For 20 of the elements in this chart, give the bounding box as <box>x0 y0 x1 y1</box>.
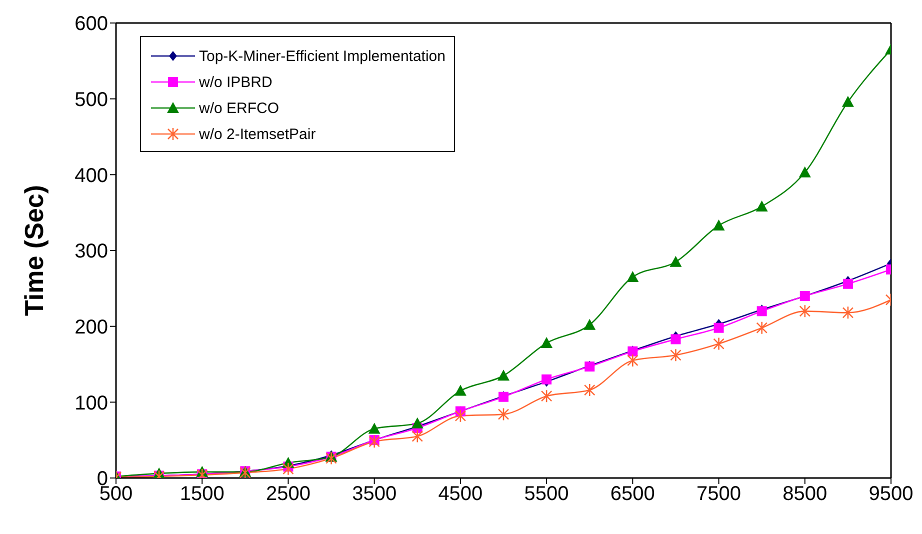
x-tick-label: 2500 <box>266 483 310 506</box>
x-tick-label: 8500 <box>782 483 828 506</box>
y-tick-label: 300 <box>74 240 108 263</box>
y-tick-label: 500 <box>74 88 108 111</box>
legend-label: w/o 2-ItemsetPair <box>199 126 316 142</box>
y-tick-label: 100 <box>74 392 108 414</box>
y-tick-label: 400 <box>74 164 108 187</box>
legend-label: Top-K-Miner-Efficient Implementation <box>199 48 446 64</box>
legend-label: w/o ERFCO <box>199 100 280 116</box>
y-tick-label: 600 <box>74 13 108 36</box>
x-tick-label: 9500 <box>868 483 914 506</box>
x-tick-label: 7500 <box>696 483 742 506</box>
y-tick-label: 200 <box>74 316 108 338</box>
x-tick-label: 6500 <box>610 483 655 506</box>
x-tick-label: 1500 <box>180 483 224 506</box>
y-axis-title: Time (Sec) <box>19 184 50 316</box>
x-tick-label: 5500 <box>524 483 569 506</box>
x-tick-label: 4500 <box>438 483 483 506</box>
x-tick-label: 3500 <box>352 483 397 506</box>
legend-label: w/o IPBRD <box>199 74 272 90</box>
